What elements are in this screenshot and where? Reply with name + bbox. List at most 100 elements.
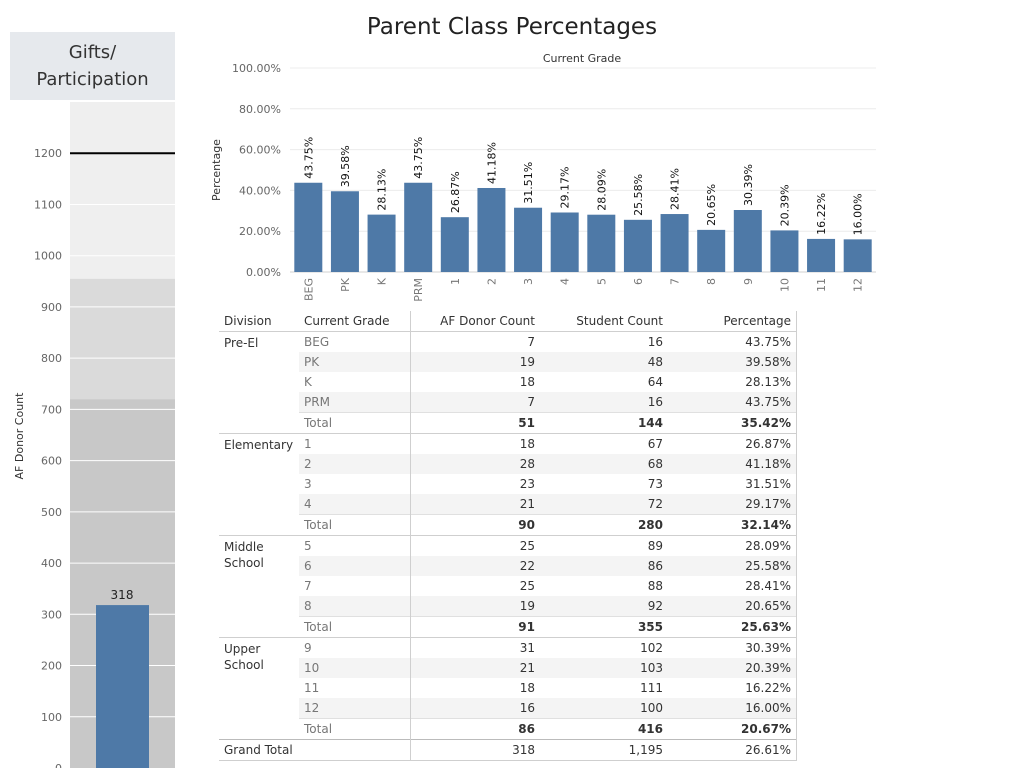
bar-data-label: 28.13%: [376, 169, 389, 211]
grade-cell: 7: [299, 576, 411, 596]
y-tick-label: 40.00%: [239, 184, 281, 197]
grade-cell: 3: [299, 474, 411, 494]
gauge-tick-label: 700: [41, 403, 62, 416]
bar: [330, 191, 359, 272]
y-axis-label: Percentage: [210, 139, 223, 201]
bar-data-label: 20.65%: [705, 184, 718, 226]
bar: [623, 219, 652, 272]
x-tick-label: 12: [852, 278, 865, 292]
grand-total-percentage: 26.61%: [668, 739, 797, 761]
y-tick-label: 80.00%: [239, 103, 281, 116]
bar-data-label: 43.75%: [412, 137, 425, 179]
donor-count-gauge-chart: AF Donor Count 0 100 200 300 400 500 600 700 800…: [13, 102, 175, 768]
bar: [367, 214, 396, 272]
table-row: 3 23 73 31.51%: [219, 474, 797, 494]
grand-total-donor-count: 318: [410, 739, 540, 761]
grade-breakdown-table: Division Current Grade AF Donor Count St…: [219, 311, 797, 761]
grade-cell: Total: [299, 514, 411, 536]
gauge-value-label: 318: [111, 588, 134, 602]
student-count-cell: 16: [647, 335, 663, 349]
grade-cell: 2: [299, 454, 411, 474]
division-name: Pre-El: [224, 336, 259, 350]
percentage-cell: 20.65%: [668, 596, 797, 617]
gauge-tick-label: 400: [41, 557, 62, 570]
gauge-tick-label: 1100: [34, 198, 62, 211]
grade-cell: 10: [299, 658, 411, 678]
student-count-cell: 355: [540, 616, 668, 638]
gauge-tick-label: 300: [41, 608, 62, 621]
bar: [660, 214, 689, 272]
x-tick-label: 5: [595, 278, 608, 285]
grand-total-student-count: 1,195: [540, 739, 668, 761]
x-tick-label: PRM: [412, 278, 425, 302]
percentage-cell: 28.41%: [668, 576, 797, 596]
student-count-cell: 416: [540, 718, 668, 740]
gifts-participation-header: Gifts/ Participation: [10, 32, 175, 100]
header-student-count: Student Count: [540, 311, 668, 332]
x-tick-label: 9: [742, 278, 755, 285]
bar-data-label: 39.58%: [339, 145, 352, 187]
percentage-cell: 20.67%: [668, 718, 797, 740]
table-row: PRM 7 16 43.75%: [219, 392, 797, 413]
donor-count-cell: 19: [410, 596, 540, 617]
bar-data-label: 43.75%: [302, 137, 315, 179]
header-division: Division: [219, 311, 299, 332]
bar: [440, 217, 469, 272]
percentage-cell: 16.00%: [668, 698, 797, 719]
grade-cell: 6: [299, 556, 411, 576]
gauge-value-bar: [96, 605, 149, 768]
table-row: 11 18 111 16.22%: [219, 678, 797, 698]
table-total-row: Total 90 280 32.14%: [219, 514, 797, 536]
donor-count-cell: 31: [410, 637, 540, 658]
donor-count-cell: 19: [410, 352, 540, 372]
percentage-cell: 26.87%: [668, 433, 797, 454]
bar: [697, 229, 726, 272]
grade-cell: 1: [299, 433, 411, 454]
table-row: Upper School 9 31 102 30.39%: [219, 637, 797, 740]
donor-count-cell: 7: [410, 392, 540, 413]
division-name: Elementary: [219, 433, 299, 536]
student-count-cell: 100: [540, 698, 668, 719]
grade-cell: 9: [299, 637, 411, 658]
donor-count-cell: 25: [410, 535, 540, 556]
grade-cell: Total: [299, 412, 411, 434]
student-count-cell: 67: [540, 433, 668, 454]
gauge-band-middle: [70, 278, 175, 400]
percentage-cell: 28.13%: [668, 372, 797, 392]
table-row: 6 22 86 25.58%: [219, 556, 797, 576]
percentage-cell: 39.58%: [668, 352, 797, 372]
donor-count-cell: 90: [410, 514, 540, 536]
donor-count-cell: 18: [410, 433, 540, 454]
y-tick-label: 100.00%: [232, 62, 281, 75]
donor-count-cell: 22: [410, 556, 540, 576]
grade-cell: 5: [299, 535, 411, 556]
page-title: Parent Class Percentages: [366, 14, 658, 40]
x-tick-label: 11: [815, 278, 828, 292]
x-tick-label: 2: [485, 278, 498, 285]
y-tick-label: 0.00%: [246, 266, 281, 279]
table-row: PK 19 48 39.58%: [219, 352, 797, 372]
donor-count-cell: 91: [410, 616, 540, 638]
bar: [477, 187, 506, 272]
bar-data-label: 16.00%: [852, 193, 865, 235]
student-count-cell: 72: [540, 494, 668, 515]
y-tick-label: 20.00%: [239, 225, 281, 238]
student-count-cell: 86: [540, 556, 668, 576]
percentage-cell: 31.51%: [668, 474, 797, 494]
table-total-row: Total 51 144 35.42%: [219, 412, 797, 434]
student-count-cell: 103: [540, 658, 668, 678]
grand-total-row: Grand Total 318 1,195 26.61%: [219, 739, 797, 761]
bar: [843, 239, 872, 272]
bar-data-label: 25.58%: [632, 174, 645, 216]
x-tick-label: 4: [559, 278, 572, 285]
table-header-row: Division Current Grade AF Donor Count St…: [219, 311, 797, 332]
y-tick-label: 60.00%: [239, 144, 281, 157]
x-tick-label: 3: [522, 278, 535, 285]
gauge-tick-label: 200: [41, 660, 62, 673]
donor-count-cell: 28: [410, 454, 540, 474]
x-tick-label: 1: [449, 278, 462, 285]
bar: [587, 214, 616, 272]
bar: [514, 207, 543, 272]
gauge-tick-label: 1200: [34, 147, 62, 160]
donor-count-cell: 86: [410, 718, 540, 740]
